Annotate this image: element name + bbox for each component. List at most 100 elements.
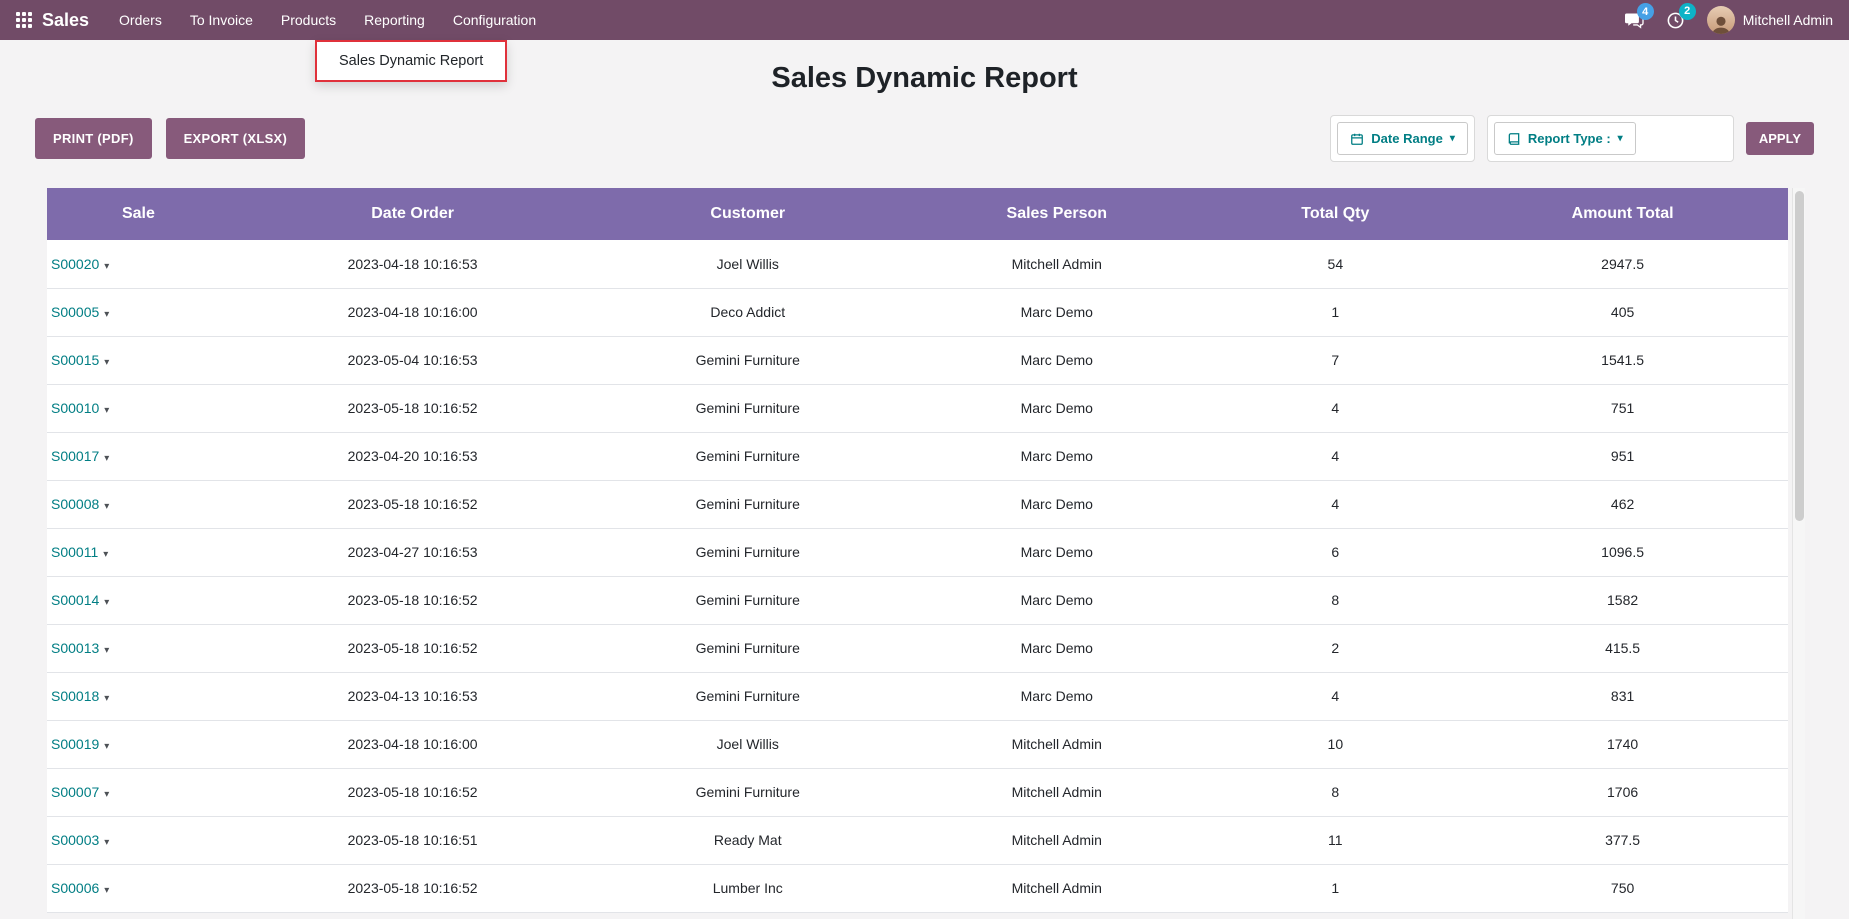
caret-down-icon[interactable]: ▾ <box>104 501 110 512</box>
caret-down-icon[interactable]: ▾ <box>104 645 110 656</box>
table-row: S00014 ▾ 2023-05-18 10:16:52 Gemini Furnitu… <box>47 576 1788 625</box>
print-pdf-button[interactable]: PRINT (PDF) <box>35 118 152 159</box>
date-range-label: Date Range <box>1371 131 1443 146</box>
reporting-dropdown: Sales Dynamic Report <box>315 40 508 82</box>
table-cell: 8 <box>1213 768 1458 817</box>
sale-order-link[interactable]: S00020 <box>51 255 100 272</box>
table-cell: 2 <box>1213 624 1458 673</box>
page-title: Sales Dynamic Report <box>771 62 1078 94</box>
table-cell: 2023-04-18 10:16:00 <box>229 288 596 337</box>
sale-order-link[interactable]: S00015 <box>51 352 100 368</box>
table-cell: 2023-04-18 10:16:53 <box>229 240 596 289</box>
scrollbar-thumb[interactable] <box>1795 191 1804 521</box>
table-cell: Gemini Furniture <box>595 528 901 577</box>
caret-down-icon[interactable]: ▾ <box>104 453 110 464</box>
caret-down-icon[interactable]: ▾ <box>104 789 110 800</box>
table-cell: 2023-05-18 10:16:52 <box>229 576 596 625</box>
cell-sale: S00005 ▾ <box>47 288 230 337</box>
report-toolbar: PRINT (PDF) EXPORT (XLSX) Date Range ▾ R… <box>0 115 1849 162</box>
table-cell: 1 <box>1213 864 1458 913</box>
table-cell: 54 <box>1213 240 1458 289</box>
menu-orders[interactable]: Orders <box>119 12 162 28</box>
sale-order-link[interactable]: S00013 <box>51 640 100 656</box>
report-type-button[interactable]: Report Type : ▾ <box>1493 122 1636 155</box>
table-cell: Marc Demo <box>900 576 1214 625</box>
cell-sale: S00008 ▾ <box>47 480 230 529</box>
sales-report-table: Sale Date Order Customer Sales Person To… <box>47 188 1788 913</box>
table-cell: 7 <box>1213 336 1458 385</box>
sale-order-link[interactable]: S00014 <box>51 592 100 608</box>
table-cell: Gemini Furniture <box>595 480 901 529</box>
table-cell: Gemini Furniture <box>595 576 901 625</box>
report-type-label: Report Type : <box>1527 131 1611 146</box>
messages-icon[interactable]: 4 <box>1624 3 1654 29</box>
table-cell: 2023-05-18 10:16:52 <box>229 480 596 529</box>
menu-to-invoice[interactable]: To Invoice <box>189 12 253 28</box>
calendar-icon <box>1351 133 1364 145</box>
table-cell: Marc Demo <box>900 672 1214 721</box>
table-cell: Mitchell Admin <box>900 816 1214 865</box>
caret-down-icon[interactable]: ▾ <box>104 837 110 848</box>
sale-order-link[interactable]: S00008 <box>51 496 100 512</box>
table-body: S00020 ▾ 2023-04-18 10:16:53 Joel Willis Mit… <box>47 240 1788 913</box>
caret-down-icon[interactable]: ▾ <box>104 741 110 752</box>
sale-order-link[interactable]: S00011 <box>51 544 99 560</box>
table-cell: 11 <box>1213 816 1458 865</box>
apps-grid-icon[interactable] <box>16 12 32 28</box>
table-cell: Mitchell Admin <box>900 720 1214 769</box>
caret-down-icon[interactable]: ▾ <box>104 309 110 320</box>
date-range-button[interactable]: Date Range ▾ <box>1337 122 1468 155</box>
sale-order-link[interactable]: S00007 <box>51 784 100 800</box>
table-row: S00006 ▾ 2023-05-18 10:16:52 Lumber Inc Mitc… <box>47 864 1788 913</box>
sale-order-link[interactable]: S00010 <box>51 400 100 416</box>
table-row: S00018 ▾ 2023-04-13 10:16:53 Gemini Furnitu… <box>47 672 1788 721</box>
table-row: S00003 ▾ 2023-05-18 10:16:51 Ready Mat Mitch… <box>47 816 1788 865</box>
caret-down-icon[interactable]: ▾ <box>104 405 110 416</box>
cell-sale: S00020 ▾ <box>47 240 230 289</box>
caret-down-icon[interactable]: ▾ <box>104 260 110 272</box>
table-cell: 377.5 <box>1457 816 1788 865</box>
table-cell: 4 <box>1213 480 1458 529</box>
sale-order-link[interactable]: S00019 <box>51 736 100 752</box>
sale-order-link[interactable]: S00017 <box>51 448 100 464</box>
user-menu[interactable]: Mitchell Admin <box>1706 6 1833 34</box>
sale-order-link[interactable]: S00006 <box>51 880 100 896</box>
caret-down-icon[interactable]: ▾ <box>103 549 109 560</box>
table-cell: Ready Mat <box>595 816 901 865</box>
app-name[interactable]: Sales <box>42 9 90 30</box>
header-total-qty: Total Qty <box>1213 188 1458 240</box>
systray: 4 2 Mitchell Admin <box>1624 2 1833 34</box>
filter-controls: Date Range ▾ Report Type : ▾ APPLY <box>1330 115 1814 162</box>
table-row: S00013 ▾ 2023-05-18 10:16:52 Gemini Furnitu… <box>47 624 1788 673</box>
table-cell: 2023-05-18 10:16:52 <box>229 768 596 817</box>
table-cell: Joel Willis <box>595 720 901 769</box>
table-cell: 951 <box>1457 432 1788 481</box>
sale-order-link[interactable]: S00003 <box>51 832 100 848</box>
sale-order-link[interactable]: S00005 <box>51 304 100 320</box>
header-sales-person: Sales Person <box>900 188 1214 240</box>
vertical-scrollbar[interactable] <box>1792 188 1805 919</box>
export-xlsx-button[interactable]: EXPORT (XLSX) <box>165 118 306 159</box>
table-cell: Marc Demo <box>900 336 1214 385</box>
dropdown-item-sales-dynamic-report[interactable]: Sales Dynamic Report <box>339 53 484 69</box>
table-cell: Mitchell Admin <box>900 864 1214 913</box>
table-cell: 1706 <box>1457 768 1788 817</box>
menu-configuration[interactable]: Configuration <box>452 12 537 28</box>
table-cell: 2023-05-18 10:16:51 <box>229 816 596 865</box>
header-amount-total: Amount Total <box>1457 188 1788 240</box>
activities-icon[interactable]: 2 <box>1666 2 1696 30</box>
caret-down-icon[interactable]: ▾ <box>104 357 110 368</box>
table-cell: 10 <box>1213 720 1458 769</box>
table-cell: 4 <box>1213 672 1458 721</box>
table-row: S00019 ▾ 2023-04-18 10:16:00 Joel Willis Mit… <box>47 720 1788 769</box>
table-cell: Gemini Furniture <box>595 768 901 817</box>
user-name: Mitchell Admin <box>1742 12 1833 28</box>
sale-order-link[interactable]: S00018 <box>51 688 100 704</box>
apply-button[interactable]: APPLY <box>1745 122 1814 155</box>
menu-reporting[interactable]: Reporting <box>364 12 425 28</box>
caret-down-icon[interactable]: ▾ <box>104 693 110 704</box>
caret-down-icon[interactable]: ▾ <box>104 885 110 896</box>
menu-products[interactable]: Products <box>280 12 337 28</box>
caret-down-icon[interactable]: ▾ <box>104 597 110 608</box>
table-row: S00007 ▾ 2023-05-18 10:16:52 Gemini Furnitu… <box>47 768 1788 817</box>
